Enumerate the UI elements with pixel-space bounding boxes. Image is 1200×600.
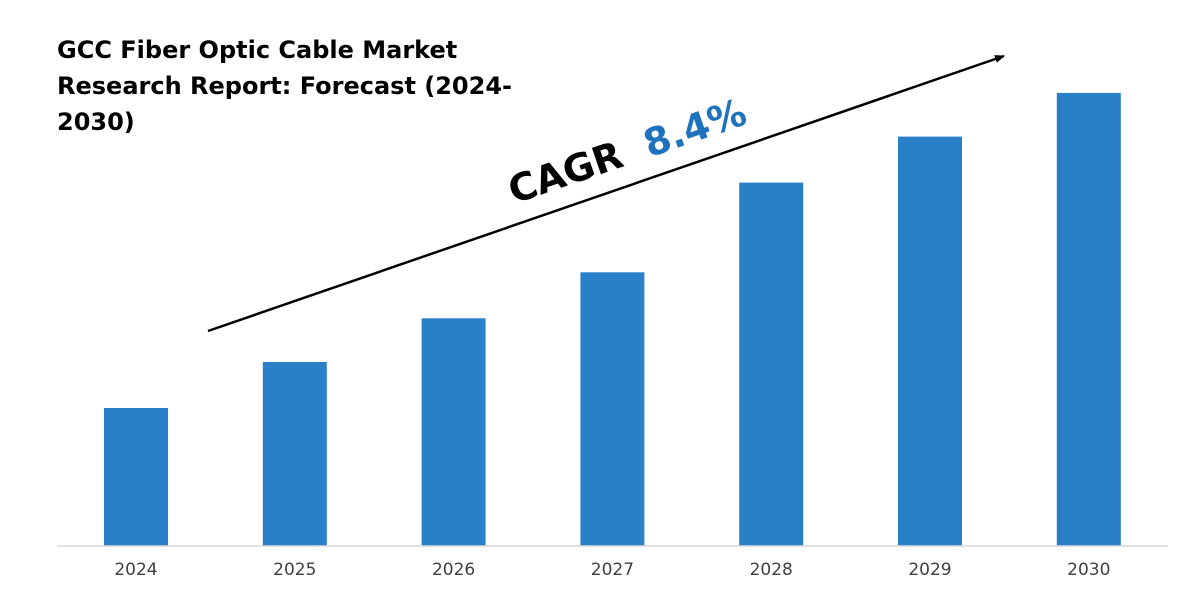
x-tick-label-2027: 2027 (591, 560, 634, 580)
x-tick-label-2030: 2030 (1067, 560, 1110, 580)
bar-2029 (898, 136, 962, 546)
bar-2026 (421, 318, 486, 546)
chart-title-line-1: GCC Fiber Optic Cable Market (57, 36, 457, 64)
x-axis-tick-labels: 2024 2025 2026 2027 2028 2029 2030 (114, 560, 1110, 580)
bar-2030 (1056, 92, 1121, 547)
cagr-value: 8.4% (638, 90, 752, 166)
svg-text:CAGR 8.4%: CAGR 8.4% (503, 90, 752, 212)
chart-title-line-3: 2030) (57, 108, 135, 136)
cagr-label: CAGR (503, 133, 629, 213)
bar-2028 (739, 182, 804, 546)
x-tick-label-2024: 2024 (114, 560, 157, 580)
bar-2025 (262, 362, 327, 546)
bar-2024 (104, 408, 168, 546)
chart-title-line-2: Research Report: Forecast (2024- (57, 72, 512, 100)
bar-series (104, 92, 1121, 547)
bar-2027 (580, 272, 645, 546)
x-tick-label-2029: 2029 (908, 560, 951, 580)
chart-title: GCC Fiber Optic Cable Market Research Re… (57, 36, 512, 136)
x-tick-label-2028: 2028 (750, 560, 793, 580)
trend-arrow (207, 54, 1005, 333)
x-tick-label-2026: 2026 (432, 560, 475, 580)
cagr-annotation: CAGR 8.4% (503, 90, 752, 212)
x-tick-label-2025: 2025 (273, 560, 316, 580)
